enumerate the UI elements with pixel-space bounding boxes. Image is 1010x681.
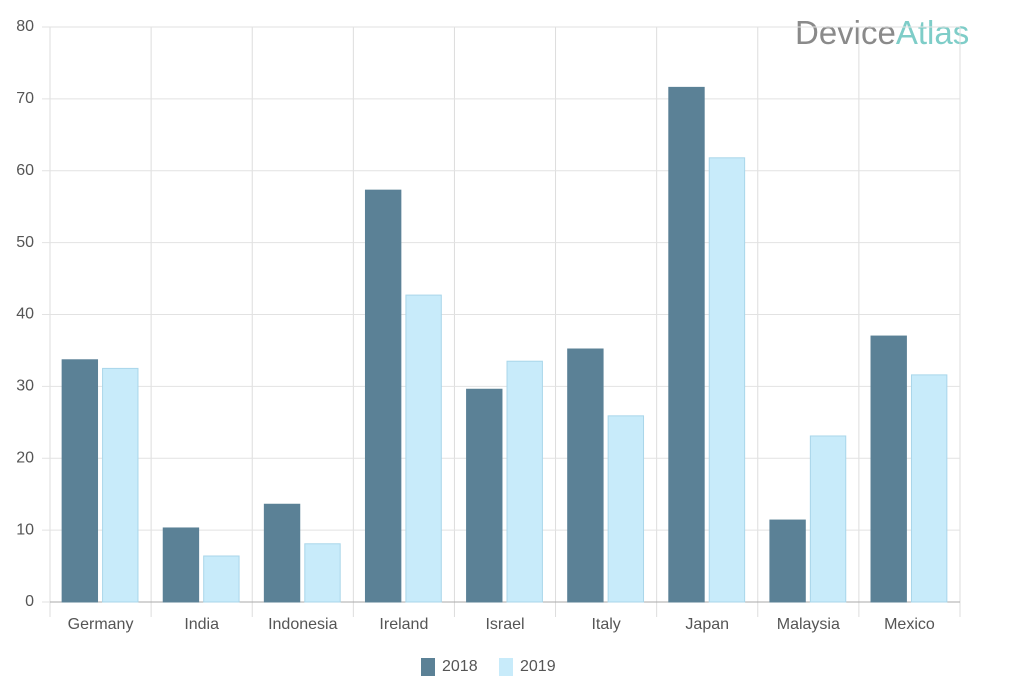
bar [567,348,604,603]
bar [809,435,847,603]
bar [466,388,503,603]
bar [405,294,442,603]
legend-swatch [499,658,513,676]
bar [364,189,402,603]
x-tick-label: Germany [68,616,134,633]
logo-part: Atlas [896,14,969,51]
bar [162,527,200,603]
logo-part: Device [795,14,896,51]
bar [263,503,301,603]
x-tick-label: Japan [685,616,729,633]
bar [304,543,341,603]
bar [203,555,240,603]
x-tick-label: Malaysia [777,616,840,633]
bar [61,359,99,603]
y-tick-label: 10 [16,521,34,538]
legend-label: 2018 [442,658,478,675]
x-tick-label: Mexico [884,616,935,633]
bar [769,519,806,603]
legend-swatch [421,658,435,676]
y-tick-label: 30 [16,378,34,395]
bar [870,335,907,603]
x-tick-label: Indonesia [268,616,337,633]
y-tick-label: 40 [16,306,34,323]
bar [506,360,543,603]
logo: DeviceAtlas [795,14,969,51]
y-tick-label: 60 [16,162,34,179]
y-tick-label: 80 [16,18,34,35]
bar [102,367,139,603]
bar [668,86,705,603]
y-tick-label: 0 [25,593,34,610]
y-tick-label: 50 [16,234,34,251]
bar [607,415,645,603]
bar [910,374,948,603]
bar [708,157,746,603]
x-tick-label: Italy [591,616,620,633]
x-tick-label: Israel [485,616,524,633]
y-tick-label: 70 [16,90,34,107]
x-tick-label: India [184,616,219,633]
y-tick-label: 20 [16,449,34,466]
x-tick-label: Ireland [379,616,428,633]
legend-label: 2019 [520,658,556,675]
